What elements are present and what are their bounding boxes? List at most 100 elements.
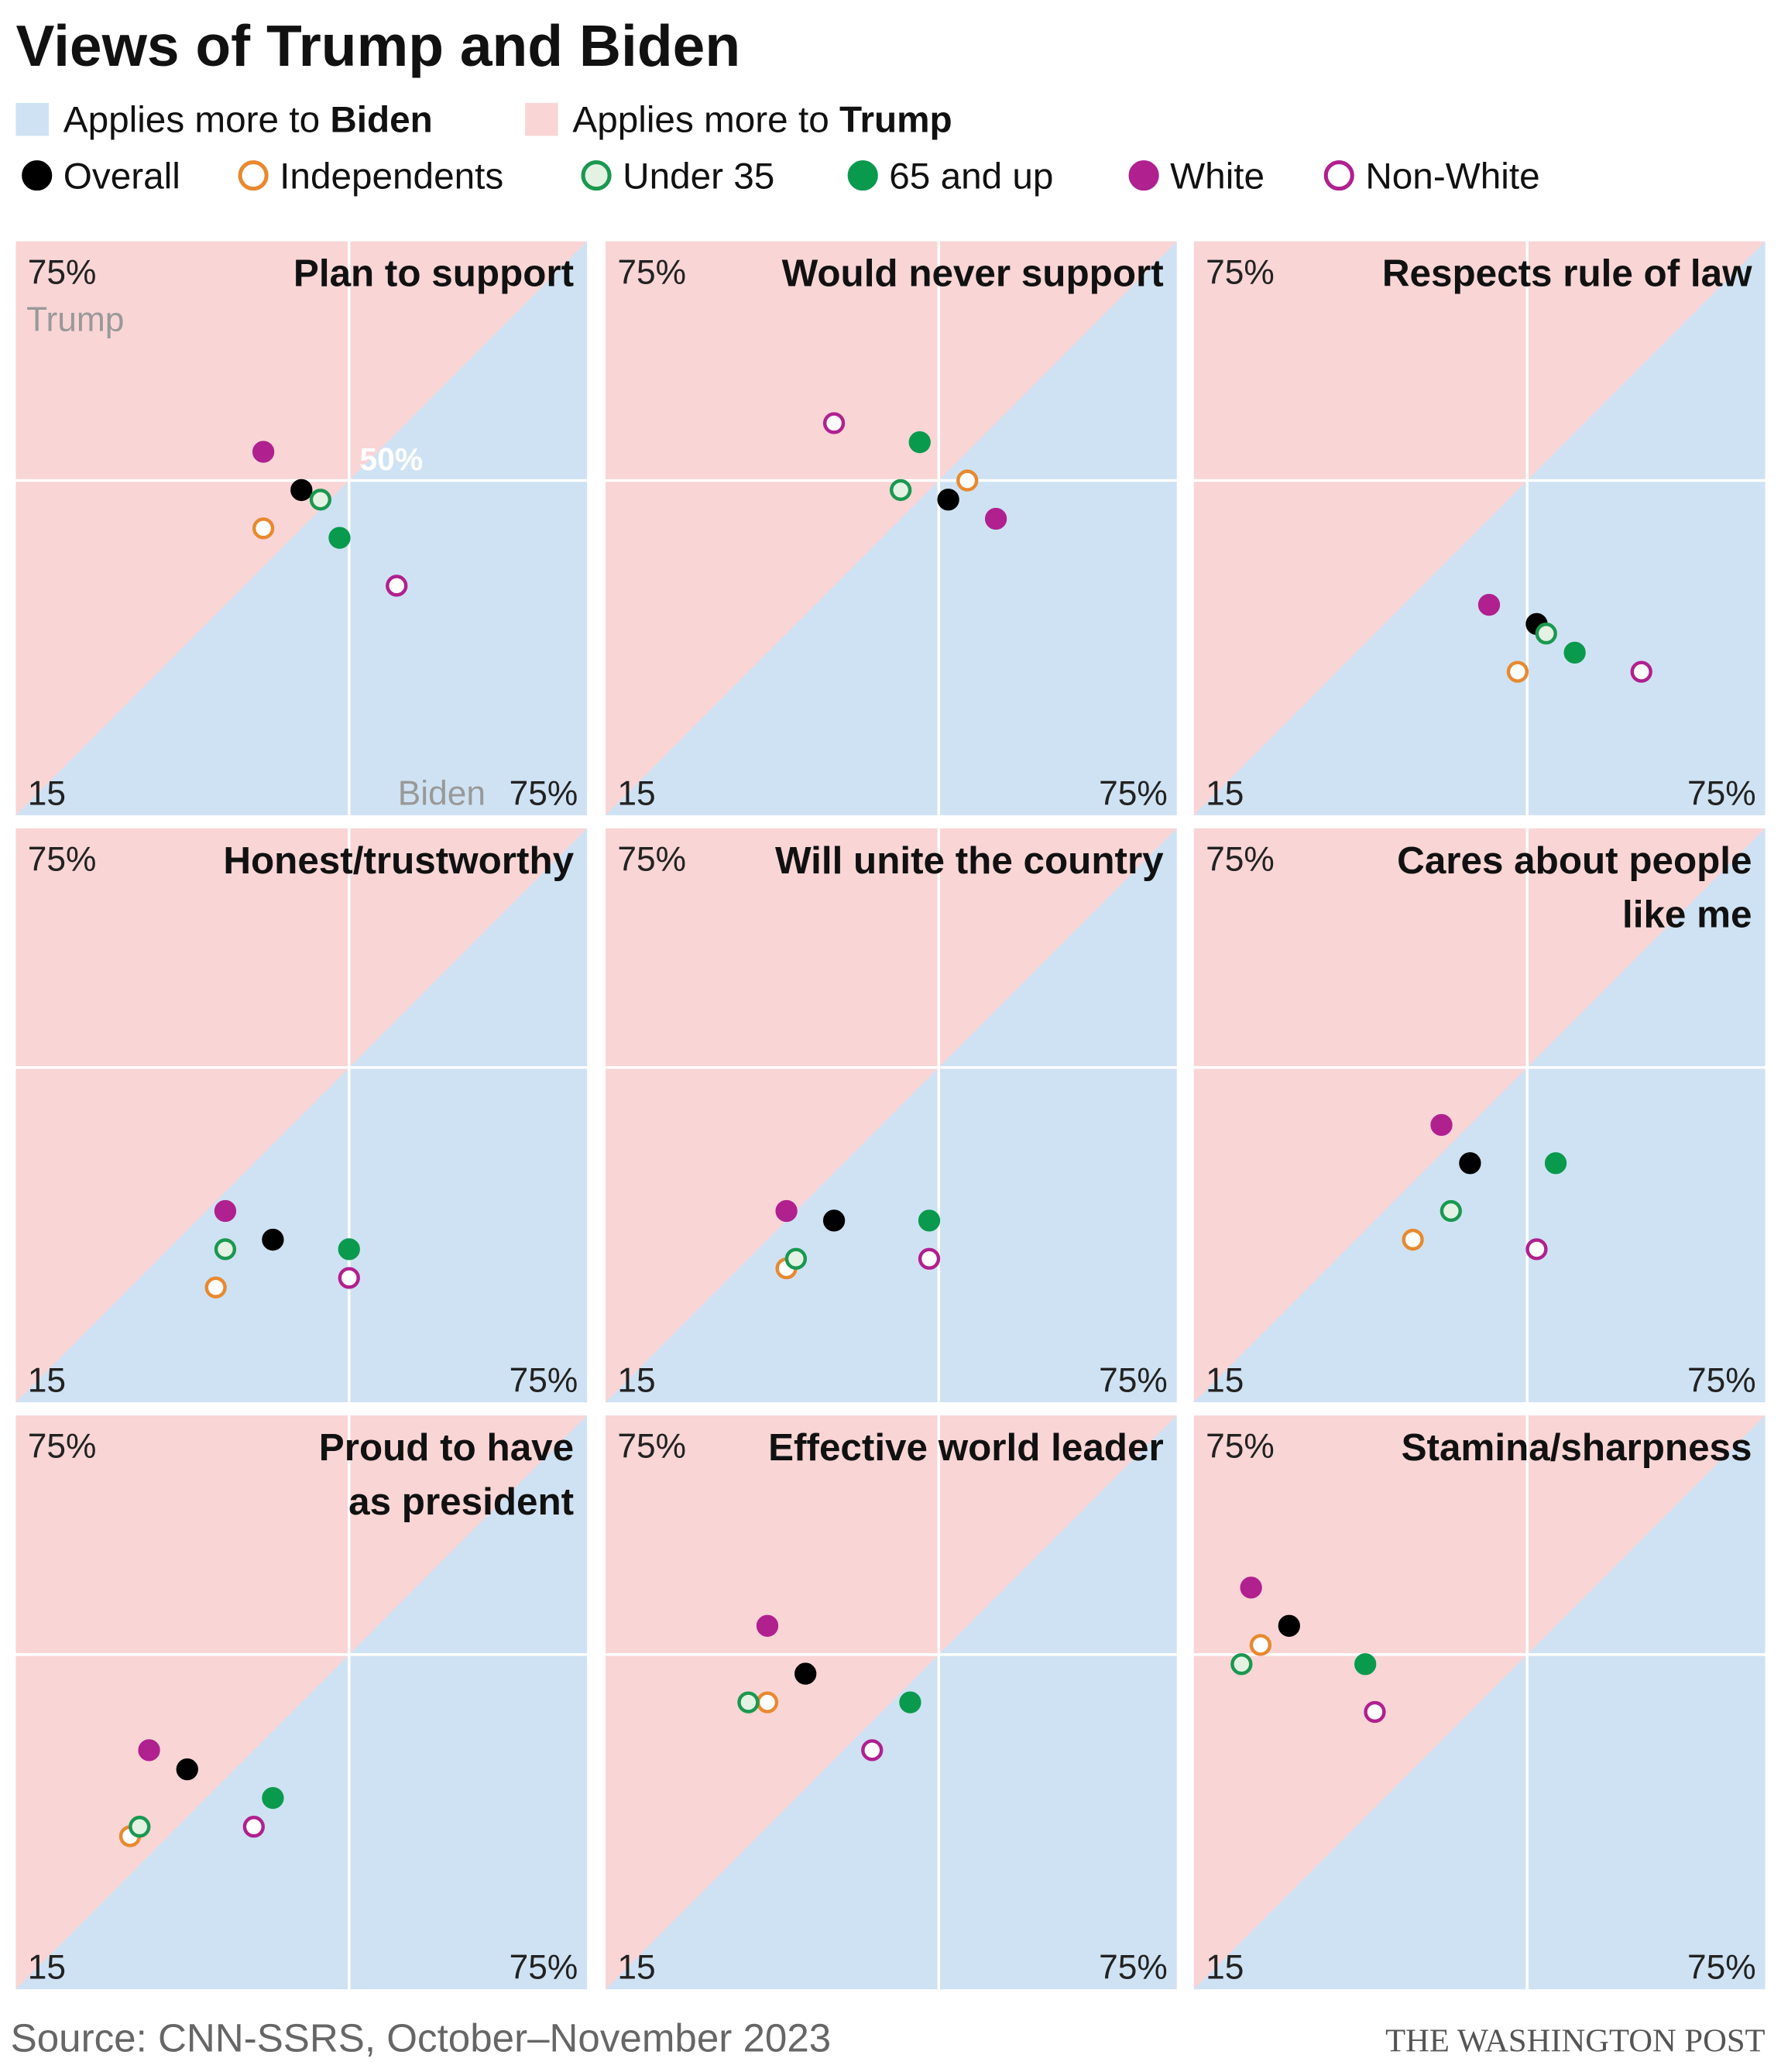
y-tick-label: 75% bbox=[1206, 840, 1275, 878]
point bbox=[338, 1267, 360, 1289]
midline-label: 50% bbox=[359, 441, 423, 477]
x-tick-label: 15 bbox=[28, 774, 66, 812]
x-tick-label: 75% bbox=[1099, 774, 1168, 812]
legend-swatch bbox=[15, 102, 50, 136]
point bbox=[1477, 594, 1501, 616]
point bbox=[328, 527, 351, 549]
legend-marker bbox=[22, 160, 53, 191]
panel-title: Respects rule of law bbox=[1382, 252, 1752, 295]
point bbox=[918, 1247, 941, 1270]
point bbox=[756, 1691, 779, 1714]
y-tick-label: 75% bbox=[617, 1428, 686, 1466]
region-trump bbox=[1193, 241, 1766, 815]
chart-title: Views of Trump and Biden bbox=[15, 13, 740, 78]
legend-emphasis: Biden bbox=[330, 99, 432, 140]
y-tick-label: 75% bbox=[28, 1428, 97, 1466]
x-tick-label: 75% bbox=[510, 1949, 578, 1987]
x-tick-label: 75% bbox=[1687, 1361, 1756, 1399]
point bbox=[899, 1691, 921, 1714]
point bbox=[1278, 1614, 1300, 1637]
source: Source: CNN-SSRS, October–November 2023 bbox=[11, 2015, 832, 2060]
panel-title: Cares about people bbox=[1397, 839, 1752, 882]
point bbox=[956, 469, 979, 492]
region-trump bbox=[15, 241, 588, 815]
x-tick-label: 15 bbox=[1206, 774, 1244, 812]
x-axis-label: Biden bbox=[398, 774, 486, 812]
x-tick-label: 75% bbox=[1687, 774, 1756, 812]
point bbox=[737, 1691, 760, 1714]
legend-marker bbox=[238, 160, 269, 191]
point bbox=[822, 1209, 846, 1232]
point bbox=[252, 441, 275, 463]
point bbox=[290, 479, 313, 502]
point bbox=[890, 479, 912, 502]
point bbox=[138, 1739, 160, 1762]
x-tick-label: 75% bbox=[1687, 1949, 1756, 1987]
point bbox=[794, 1662, 817, 1685]
point bbox=[861, 1739, 884, 1762]
panel-title: Will unite the country bbox=[775, 839, 1164, 882]
region-trump bbox=[15, 1415, 588, 1990]
x-tick-label: 75% bbox=[510, 1361, 578, 1399]
panel-title: Plan to support bbox=[293, 252, 574, 295]
point bbox=[1506, 660, 1529, 683]
point bbox=[338, 1238, 360, 1261]
x-tick-label: 15 bbox=[1206, 1949, 1244, 1987]
legend-marker bbox=[581, 160, 612, 191]
legend-label: Under 35 bbox=[623, 156, 774, 197]
point bbox=[1364, 1700, 1386, 1724]
legend-label: Overall bbox=[63, 156, 180, 197]
point bbox=[1402, 1228, 1424, 1251]
legend-label: White bbox=[1170, 156, 1265, 197]
legend-marker bbox=[1323, 160, 1354, 191]
legend-label: 65 and up bbox=[889, 156, 1053, 197]
y-tick-label: 75% bbox=[28, 840, 97, 878]
point bbox=[1440, 1199, 1462, 1223]
panel-title: as president bbox=[348, 1480, 574, 1523]
point bbox=[984, 507, 1007, 530]
point bbox=[176, 1758, 198, 1781]
point bbox=[1230, 1653, 1253, 1676]
region-trump bbox=[606, 1415, 1177, 1990]
x-tick-label: 75% bbox=[1099, 1361, 1168, 1399]
point bbox=[252, 517, 275, 540]
point bbox=[918, 1209, 941, 1232]
x-tick-label: 15 bbox=[28, 1361, 66, 1399]
panel-title: Proud to have bbox=[319, 1426, 574, 1469]
x-tick-label: 15 bbox=[617, 774, 655, 812]
point bbox=[1430, 1113, 1453, 1136]
panel-title: Would never support bbox=[782, 252, 1164, 295]
x-tick-label: 75% bbox=[510, 774, 578, 812]
point bbox=[1249, 1634, 1272, 1656]
panel-title: Effective world leader bbox=[768, 1426, 1164, 1469]
legend-label: Applies more to Biden bbox=[63, 99, 433, 140]
point bbox=[937, 489, 959, 511]
point bbox=[775, 1199, 798, 1223]
y-tick-label: 75% bbox=[617, 253, 686, 291]
legend-text: Applies more to bbox=[63, 99, 320, 140]
point bbox=[262, 1228, 284, 1251]
y-tick-label: 75% bbox=[1206, 1428, 1275, 1466]
point bbox=[1459, 1152, 1481, 1175]
point bbox=[262, 1787, 284, 1810]
legend-marker bbox=[847, 160, 878, 191]
point bbox=[1354, 1653, 1377, 1676]
legend-text: Applies more to bbox=[572, 99, 829, 140]
point bbox=[214, 1199, 237, 1223]
x-tick-label: 75% bbox=[1099, 1949, 1168, 1987]
point bbox=[386, 575, 408, 597]
point bbox=[242, 1816, 265, 1838]
y-tick-label: 75% bbox=[617, 840, 686, 878]
x-tick-label: 15 bbox=[1206, 1361, 1244, 1399]
point bbox=[1563, 641, 1586, 664]
point bbox=[756, 1614, 779, 1637]
point bbox=[1535, 623, 1557, 645]
y-axis-label: Trump bbox=[26, 301, 124, 339]
y-tick-label: 75% bbox=[28, 253, 97, 291]
point bbox=[309, 489, 332, 511]
point bbox=[214, 1238, 237, 1261]
legend-label: Independents bbox=[280, 156, 503, 197]
panel-title: Stamina/sharpness bbox=[1402, 1426, 1752, 1469]
panel-title: like me bbox=[1622, 894, 1752, 936]
